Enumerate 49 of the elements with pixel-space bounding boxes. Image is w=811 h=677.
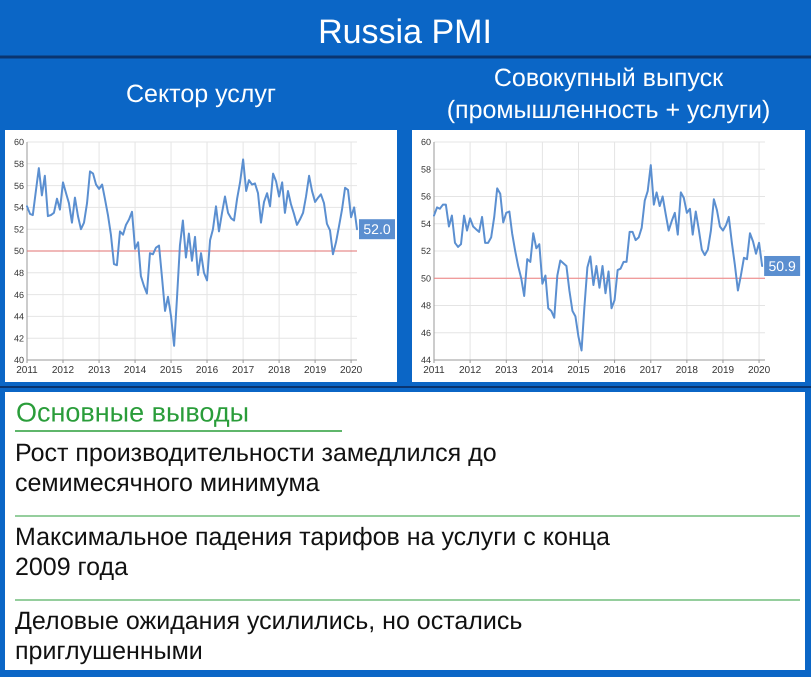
annotation: 50.9 xyxy=(768,258,796,274)
y-tick-label: 46 xyxy=(14,290,24,300)
y-tick-label: 60 xyxy=(420,137,431,148)
x-tick-label: 2013 xyxy=(495,365,518,376)
x-tick-label: 2018 xyxy=(268,365,291,376)
x-tick-label: 2011 xyxy=(423,365,446,376)
x-tick-label: 2012 xyxy=(52,365,75,376)
y-tick-label: 42 xyxy=(14,333,24,344)
chart-title: Совокупный выпуск (промышленность + услуги) xyxy=(446,63,772,126)
y-tick-label: 40 xyxy=(14,355,24,366)
text: Максимальное падения тарифов на услуги с конца 2009 года xyxy=(15,522,611,582)
x-tick-label: 2013 xyxy=(88,365,111,376)
x-tick-label: 2017 xyxy=(232,365,255,376)
x-tick-label: 2014 xyxy=(531,365,554,376)
y-tick-label: 44 xyxy=(420,355,431,366)
x-tick-label: 2020 xyxy=(340,365,363,376)
text: Деловые ожидания усилились, но остались приглушенными xyxy=(15,606,524,666)
y-tick-label: 58 xyxy=(420,164,431,174)
y-tick-label: 52 xyxy=(14,224,24,234)
x-tick-label: 2015 xyxy=(160,365,183,376)
y-tick-label: 52 xyxy=(420,246,431,256)
y-tick-label: 44 xyxy=(14,312,24,322)
y-tick-label: 48 xyxy=(14,268,24,278)
x-tick-label: 2016 xyxy=(196,365,219,376)
x-tick-label: 2015 xyxy=(567,365,590,376)
y-tick-label: 46 xyxy=(420,328,431,338)
x-tick-label: 2014 xyxy=(124,365,147,376)
x-tick-label: 2012 xyxy=(458,365,482,376)
x-tick-label: 2020 xyxy=(748,365,771,376)
y-tick-label: 58 xyxy=(14,158,24,169)
x-tick-label: 2011 xyxy=(16,365,38,376)
x-tick-label: 2016 xyxy=(603,365,626,376)
chart-title: Сектор услуг xyxy=(124,79,278,110)
y-tick-label: 60 xyxy=(14,137,24,148)
text: Рост производительности замедлился до семимесячного минимума xyxy=(15,438,498,498)
x-tick-label: 2019 xyxy=(712,365,735,376)
y-tick-label: 56 xyxy=(420,192,431,202)
y-tick-label: 48 xyxy=(420,300,431,311)
x-tick-label: 2017 xyxy=(640,365,662,376)
y-tick-label: 56 xyxy=(14,180,24,191)
text: Russia PMI xyxy=(318,12,492,51)
y-tick-label: 54 xyxy=(420,218,431,229)
y-tick-label: 50 xyxy=(14,246,24,256)
x-tick-label: 2018 xyxy=(676,365,698,376)
annotation: 52.0 xyxy=(363,221,391,238)
y-tick-label: 50 xyxy=(420,273,431,284)
x-tick-label: 2019 xyxy=(304,365,327,376)
y-tick-label: 54 xyxy=(14,202,24,213)
text: Основные выводы xyxy=(16,397,249,428)
